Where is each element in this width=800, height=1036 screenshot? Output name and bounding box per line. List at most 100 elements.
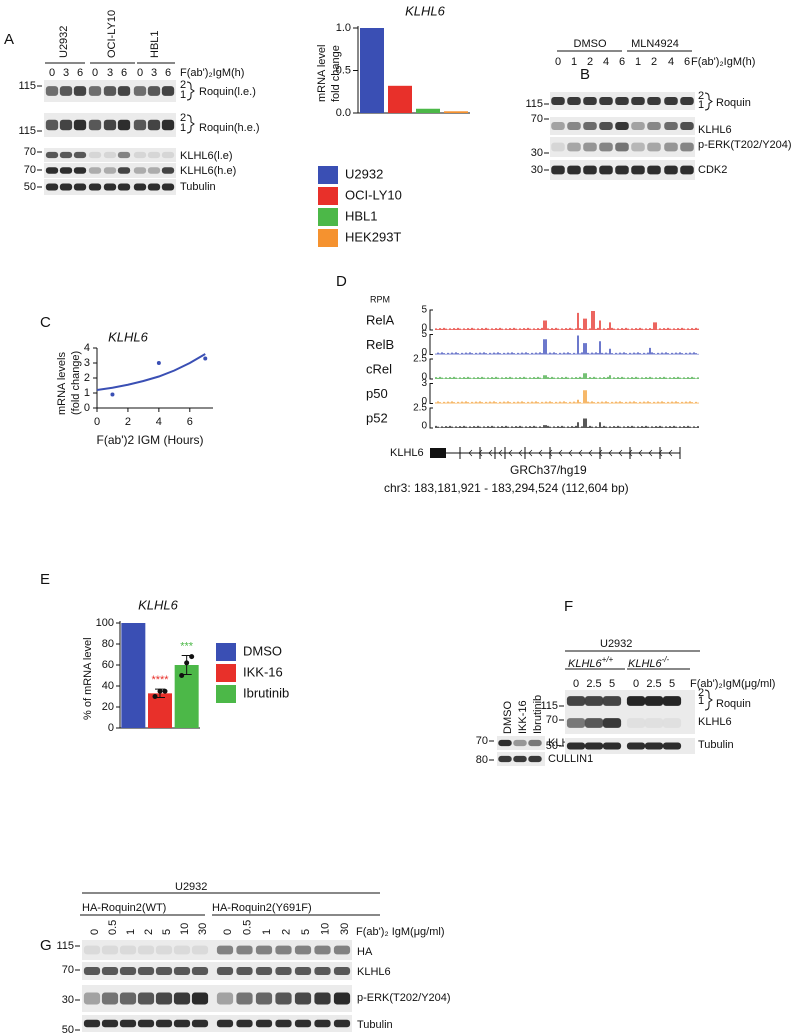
band — [147, 183, 161, 191]
legend-label: Ibrutinib — [243, 685, 289, 700]
mw-marker: 50 — [62, 1024, 74, 1036]
band — [255, 1019, 273, 1028]
band — [133, 167, 147, 174]
band — [59, 86, 73, 96]
panel-letter: F — [564, 598, 573, 615]
track-scale: 0 — [421, 396, 427, 407]
strand-arrow — [598, 449, 603, 457]
lane-label: 0 — [92, 67, 98, 79]
band — [155, 945, 173, 955]
legend-label: IKK-16 — [243, 664, 283, 679]
band — [173, 992, 191, 1005]
band — [119, 945, 137, 955]
band — [294, 1019, 312, 1028]
band — [664, 122, 678, 130]
band — [647, 142, 661, 152]
band — [83, 967, 101, 975]
bar — [121, 623, 146, 728]
mw-marker: 115 — [18, 125, 36, 137]
band — [133, 183, 147, 191]
panel-letter: A — [4, 31, 14, 48]
band — [551, 97, 565, 105]
legend-label: HBL1 — [345, 208, 378, 223]
y-axis-label: fold change — [330, 45, 342, 102]
row-label: p-ERK(T202/Y204) — [357, 992, 451, 1004]
band — [644, 696, 664, 706]
track-scale: 5 — [421, 329, 427, 340]
band — [147, 119, 161, 131]
band — [155, 967, 173, 975]
row-label: Tubulin — [180, 181, 216, 193]
track-axis — [429, 383, 433, 404]
mw-marker: 115 — [56, 940, 74, 952]
lane-label: 0 — [222, 929, 234, 935]
genotype-sup: +/+ — [602, 655, 614, 664]
y-tick-label: 20 — [102, 701, 114, 713]
track-name: p52 — [366, 410, 388, 425]
band — [680, 122, 694, 130]
y-tick-label: 60 — [102, 659, 114, 671]
band — [647, 122, 661, 130]
band — [45, 167, 59, 174]
x-tick-label: 4 — [156, 416, 162, 428]
lane-label: 6 — [121, 67, 127, 79]
y-tick-label: 100 — [96, 617, 114, 629]
genotype: KLHL6-/- — [628, 655, 670, 670]
band — [662, 742, 682, 750]
blot-background — [497, 736, 545, 750]
strand-arrow — [538, 449, 543, 457]
track-scale: 2.5 — [413, 354, 427, 365]
panel-letter: G — [40, 937, 52, 954]
band — [88, 86, 102, 96]
y-axis-label: mRNA levels — [56, 352, 68, 415]
legend-label: HEK293T — [345, 229, 401, 244]
row-label: KLHL6(l.e) — [180, 150, 233, 162]
strand-arrow — [498, 449, 503, 457]
lane-label: 30 — [339, 923, 351, 935]
band — [584, 742, 604, 750]
band — [599, 97, 613, 105]
mw-marker: 30 — [531, 164, 543, 176]
band — [513, 739, 527, 747]
band — [88, 151, 102, 159]
band — [294, 967, 312, 975]
y-tick-label: 4 — [84, 342, 90, 354]
treatment: F(ab')₂ IgM(μg/ml) — [356, 926, 445, 938]
band — [216, 1019, 234, 1028]
band — [103, 151, 117, 159]
band — [602, 696, 622, 706]
y-axis-label: mRNA level — [316, 45, 328, 102]
lane-label: Ibrutinib — [532, 695, 544, 734]
lane-label: 6 — [77, 67, 83, 79]
legend-swatch — [318, 208, 338, 226]
band — [236, 992, 253, 1005]
band — [101, 1019, 119, 1028]
lane-label: 3 — [151, 67, 157, 79]
band — [567, 122, 581, 130]
legend-label: DMSO — [243, 643, 282, 658]
group-label: MLN4924 — [631, 38, 679, 50]
strand-arrow — [618, 449, 623, 457]
band — [137, 945, 155, 955]
data-point — [179, 673, 185, 678]
lane-label: 1 — [571, 56, 577, 68]
group-label: HA-Roquin2(WT) — [82, 902, 166, 914]
mw-marker: 115 — [18, 80, 36, 92]
band — [680, 142, 694, 152]
band — [147, 167, 161, 174]
panel-letter: D — [336, 273, 347, 290]
lane-label: 10 — [179, 923, 191, 935]
lane-label: 5 — [609, 678, 615, 690]
band — [314, 945, 331, 955]
lane-label: 4 — [668, 56, 674, 68]
band — [551, 142, 565, 152]
band — [161, 151, 175, 159]
bar — [360, 28, 384, 113]
legend-swatch — [216, 643, 236, 661]
lane-label: 0 — [573, 678, 579, 690]
band — [275, 967, 292, 975]
row-label: Roquin(l.e.) — [199, 86, 256, 98]
band — [59, 167, 73, 174]
bar — [444, 111, 468, 113]
